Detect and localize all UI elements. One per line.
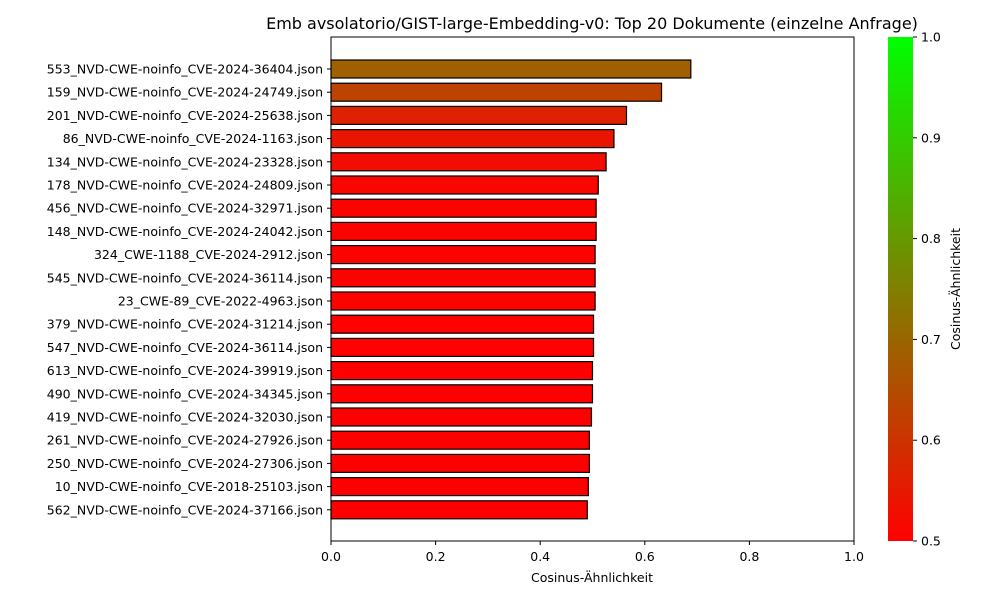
bar (330, 198, 597, 218)
bar (330, 337, 595, 357)
y-tick-label: 545_NVD-CWE-noinfo_CVE-2024-36114.json (47, 270, 323, 285)
colorbar-tick-label: 0.8 (921, 231, 941, 246)
bar (330, 384, 594, 404)
colorbar-tick-label: 1.0 (921, 30, 941, 45)
y-tick-label: 261_NVD-CWE-noinfo_CVE-2024-27926.json (47, 433, 323, 448)
y-tick-label: 86_NVD-CWE-noinfo_CVE-2024-1163.json (63, 131, 323, 146)
x-tick-label: 0.4 (530, 549, 550, 564)
y-tick-label: 134_NVD-CWE-noinfo_CVE-2024-23328.json (47, 154, 323, 169)
bar (330, 361, 594, 381)
colorbar-tick-label: 0.7 (921, 332, 941, 347)
bar (330, 291, 596, 311)
y-tick-label: 148_NVD-CWE-noinfo_CVE-2024-24042.json (47, 224, 323, 239)
plot-frame (330, 36, 855, 542)
y-tick-label: 553_NVD-CWE-noinfo_CVE-2024-36404.json (47, 62, 323, 77)
y-tick-label: 159_NVD-CWE-noinfo_CVE-2024-24749.json (47, 85, 323, 100)
y-tick-label: 456_NVD-CWE-noinfo_CVE-2024-32971.json (47, 201, 323, 216)
bar (330, 152, 607, 172)
bar (330, 82, 663, 102)
x-tick-label: 0.2 (426, 549, 446, 564)
x-tick-label: 0.6 (635, 549, 655, 564)
bar (330, 268, 596, 288)
bar (330, 59, 692, 79)
y-tick-label: 201_NVD-CWE-noinfo_CVE-2024-25638.json (47, 108, 323, 123)
y-tick-label: 547_NVD-CWE-noinfo_CVE-2024-36114.json (47, 340, 323, 355)
bar (330, 105, 628, 126)
bar (330, 129, 615, 149)
colorbar-tick-label: 0.5 (921, 534, 941, 549)
bar (330, 407, 593, 427)
x-ticks: 0.0 0.2 0.4 0.6 0.8 1.0 (321, 541, 864, 564)
bar (330, 314, 595, 334)
colorbar-tick-label: 0.9 (921, 130, 941, 145)
bar (330, 430, 590, 450)
bar (330, 175, 599, 195)
y-tick-label: 613_NVD-CWE-noinfo_CVE-2024-39919.json (47, 363, 323, 378)
y-tick-label: 562_NVD-CWE-noinfo_CVE-2024-37166.json (47, 502, 323, 517)
x-tick-label: 0.0 (321, 549, 341, 564)
x-tick-label: 0.8 (739, 549, 759, 564)
y-tick-label: 419_NVD-CWE-noinfo_CVE-2024-32030.json (47, 410, 323, 425)
bar (330, 245, 596, 265)
x-tick-label: 1.0 (844, 549, 864, 564)
y-tick-label: 250_NVD-CWE-noinfo_CVE-2024-27306.json (47, 456, 323, 471)
x-axis-label: Cosinus-Ähnlichkeit (531, 570, 653, 585)
bars (330, 59, 692, 520)
y-tick-label: 490_NVD-CWE-noinfo_CVE-2024-34345.json (47, 386, 323, 401)
bar (330, 500, 588, 520)
y-tick-labels: 553_NVD-CWE-noinfo_CVE-2024-36404.json 15… (47, 62, 331, 517)
bar (330, 453, 590, 473)
y-tick-label: 379_NVD-CWE-noinfo_CVE-2024-31214.json (47, 317, 323, 332)
y-tick-label: 10_NVD-CWE-noinfo_CVE-2018-25103.json (55, 479, 323, 494)
bar (330, 477, 589, 497)
colorbar-ticks: 0.5 0.6 0.7 0.8 0.9 1.0 (913, 30, 941, 549)
bar (330, 221, 597, 241)
chart-title: Emb avsolatorio/GIST-large-Embedding-v0:… (266, 14, 918, 33)
y-tick-label: 23_CWE-89_CVE-2022-4963.json (118, 294, 323, 309)
colorbar (888, 37, 913, 541)
y-tick-label: 178_NVD-CWE-noinfo_CVE-2024-24809.json (47, 178, 323, 193)
colorbar-label: Cosinus-Ähnlichkeit (948, 228, 963, 350)
y-tick-label: 324_CWE-1188_CVE-2024-2912.json (94, 247, 323, 262)
colorbar-tick-label: 0.6 (921, 433, 941, 448)
